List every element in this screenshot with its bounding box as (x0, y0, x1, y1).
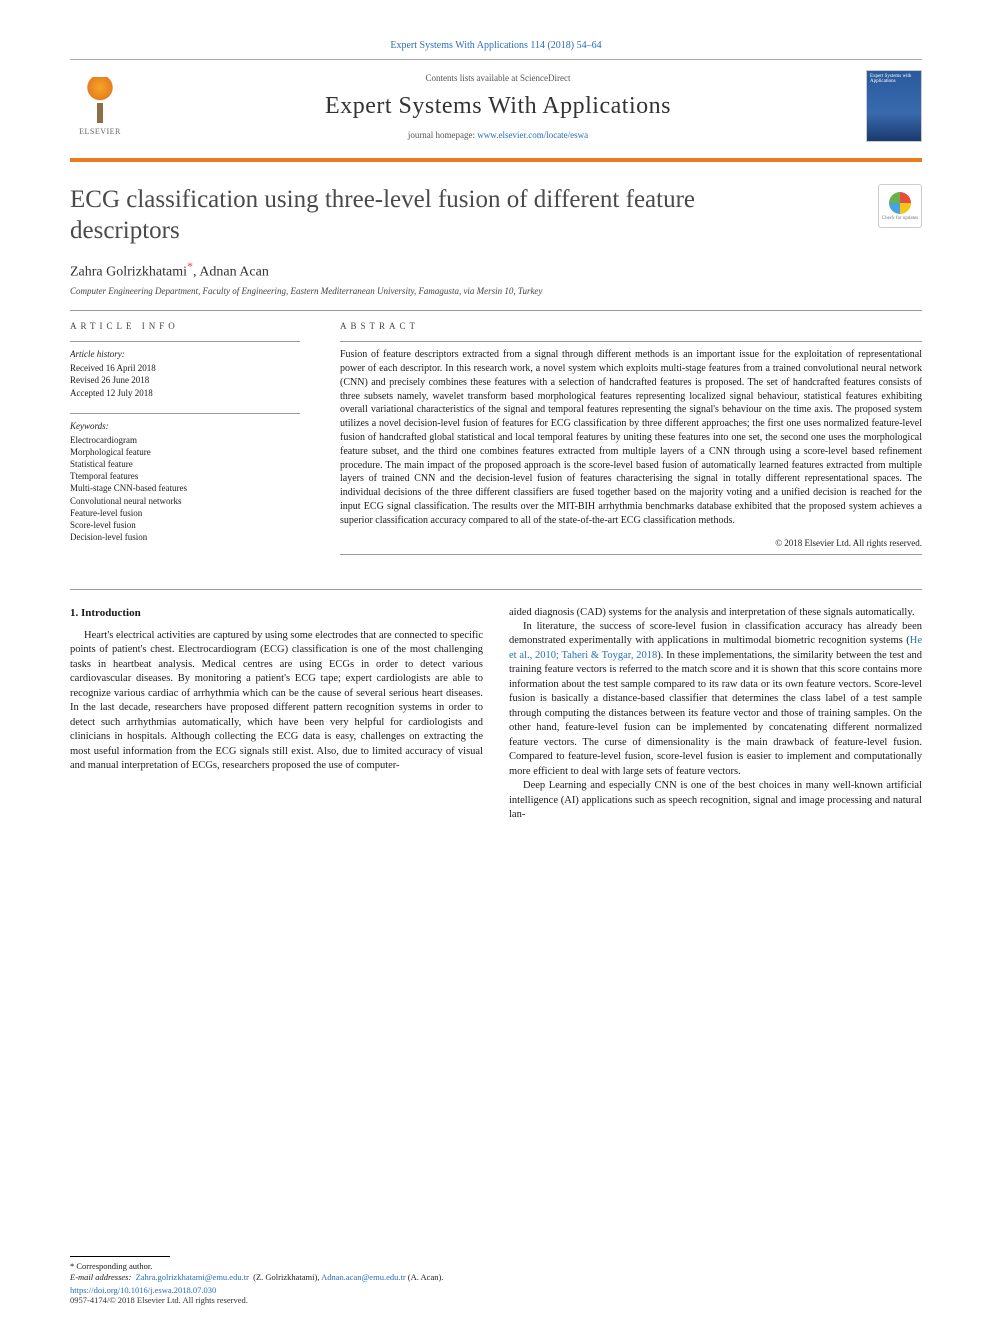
doi-block: https://doi.org/10.1016/j.eswa.2018.07.0… (70, 1285, 248, 1305)
abstract-text: Fusion of feature descriptors extracted … (340, 348, 922, 527)
email-label: E-mail addresses: (70, 1272, 131, 1282)
journal-cover-thumb: Expert Systems with Applications (866, 70, 922, 142)
citation-link[interactable]: Expert Systems With Applications 114 (20… (390, 40, 601, 51)
masthead-center: Contents lists available at ScienceDirec… (130, 73, 866, 140)
body-columns: 1. Introduction Heart's electrical activ… (70, 606, 922, 823)
accepted: Accepted 12 July 2018 (70, 387, 300, 399)
email-link-1[interactable]: Zahra.golrizkhatami@emu.edu.tr (136, 1272, 249, 1282)
para-text: In literature, the success of score-leve… (509, 621, 922, 646)
corresponding-mark: * (70, 1261, 74, 1271)
email-who-1: (Z. Golrizkhatami), (253, 1272, 319, 1282)
title-row: ECG classification using three-level fus… (70, 184, 922, 259)
revised: Revised 26 June 2018 (70, 374, 300, 386)
abstract-heading: abstract (340, 321, 922, 331)
para: Heart's electrical activities are captur… (70, 629, 483, 774)
footnote-rule (70, 1256, 170, 1257)
homepage-prefix: journal homepage: (408, 130, 477, 140)
masthead: ELSEVIER Contents lists available at Sci… (70, 66, 922, 152)
keyword: Multi-stage CNN-based features (70, 482, 300, 494)
keyword: Decision-level fusion (70, 531, 300, 543)
column-left: 1. Introduction Heart's electrical activ… (70, 606, 483, 823)
received: Received 16 April 2018 (70, 362, 300, 374)
crossmark-icon (889, 192, 911, 214)
email-line: E-mail addresses: Zahra.golrizkhatami@em… (70, 1272, 470, 1283)
homepage-link[interactable]: www.elsevier.com/locate/eswa (477, 130, 588, 140)
issn-copyright: 0957-4174/© 2018 Elsevier Ltd. All right… (70, 1295, 248, 1305)
footnotes: * Corresponding author. E-mail addresses… (70, 1256, 470, 1283)
section-heading: 1. Introduction (70, 606, 483, 621)
keyword: Score-level fusion (70, 519, 300, 531)
author-2: , Adnan Acan (193, 264, 269, 279)
check-updates-badge[interactable]: Check for updates (878, 184, 922, 228)
article-info: article info Article history: Received 1… (70, 321, 300, 560)
authors: Zahra Golrizkhatami*, Adnan Acan (70, 259, 922, 281)
para: Deep Learning and especially CNN is one … (509, 779, 922, 822)
contents-line: Contents lists available at ScienceDirec… (130, 73, 866, 83)
history-label: Article history: (70, 348, 300, 360)
author-1: Zahra Golrizkhatami (70, 264, 187, 279)
rule (70, 413, 300, 414)
doi-link[interactable]: https://doi.org/10.1016/j.eswa.2018.07.0… (70, 1285, 216, 1295)
accent-rule (70, 158, 922, 162)
badge-text: Check for updates (882, 216, 918, 221)
keyword: Ttemporal features (70, 470, 300, 482)
keywords-label: Keywords: (70, 420, 300, 432)
publisher-name: ELSEVIER (79, 127, 121, 136)
para: In literature, the success of score-leve… (509, 620, 922, 779)
affiliation: Computer Engineering Department, Faculty… (70, 286, 922, 296)
homepage-line: journal homepage: www.elsevier.com/locat… (130, 130, 866, 140)
sciencedirect-link[interactable]: ScienceDirect (520, 73, 570, 83)
rule (340, 341, 922, 342)
meta-row: article info Article history: Received 1… (70, 321, 922, 560)
keyword: Statistical feature (70, 458, 300, 470)
info-heading: article info (70, 321, 300, 331)
running-head: Expert Systems With Applications 114 (20… (70, 40, 922, 51)
para: aided diagnosis (CAD) systems for the an… (509, 606, 922, 620)
contents-prefix: Contents lists available at (426, 73, 520, 83)
keyword: Electrocardiogram (70, 434, 300, 446)
abstract-block: abstract Fusion of feature descriptors e… (340, 321, 922, 560)
corresponding-text: Corresponding author. (76, 1261, 152, 1271)
top-rule (70, 59, 922, 60)
abstract-copyright: © 2018 Elsevier Ltd. All rights reserved… (340, 538, 922, 548)
keywords-block: Keywords: Electrocardiogram Morphologica… (70, 420, 300, 543)
article-history: Article history: Received 16 April 2018 … (70, 348, 300, 399)
journal-name: Expert Systems With Applications (130, 93, 866, 120)
publisher-logo: ELSEVIER (70, 77, 130, 136)
para-text: ). In these implementations, the similar… (509, 650, 922, 777)
body-rule (70, 589, 922, 590)
keyword: Feature-level fusion (70, 507, 300, 519)
keyword: Morphological feature (70, 446, 300, 458)
elsevier-tree-icon (76, 77, 124, 125)
email-who-2: (A. Acan). (408, 1272, 444, 1282)
rule (340, 554, 922, 555)
keyword: Convolutional neural networks (70, 495, 300, 507)
article-title: ECG classification using three-level fus… (70, 184, 810, 247)
rule (70, 341, 300, 342)
column-right: aided diagnosis (CAD) systems for the an… (509, 606, 922, 823)
corresponding-note: * Corresponding author. (70, 1261, 470, 1272)
rule (70, 310, 922, 311)
email-link-2[interactable]: Adnan.acan@emu.edu.tr (321, 1272, 406, 1282)
